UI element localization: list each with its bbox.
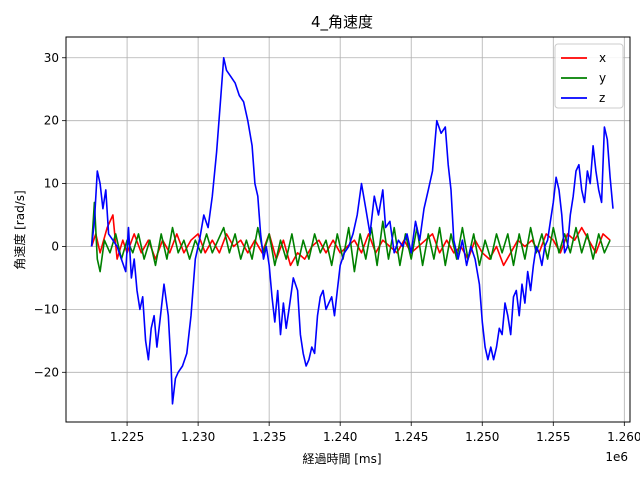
y-axis-label: 角速度 [rad/s] bbox=[12, 190, 27, 269]
x-tick-label: 1.225 bbox=[110, 430, 144, 444]
legend-label-y: y bbox=[599, 71, 606, 85]
y-tick-label: −20 bbox=[34, 365, 59, 379]
legend-label-z: z bbox=[599, 91, 605, 105]
x-tick-label: 1.260 bbox=[607, 430, 640, 444]
chart-title: 4_角速度 bbox=[311, 13, 373, 32]
y-tick-label: 30 bbox=[44, 51, 59, 65]
x-tick-label: 1.240 bbox=[323, 430, 357, 444]
y-tick-label: −10 bbox=[34, 302, 59, 316]
series-line-y bbox=[90, 201, 611, 273]
x-axis-label: 経過時間 [ms] bbox=[302, 452, 381, 466]
x-tick-label: 1.245 bbox=[394, 430, 428, 444]
x-axis-offset-label: 1e6 bbox=[605, 450, 628, 464]
plot-area-frame bbox=[65, 36, 631, 423]
x-tick-label: 1.250 bbox=[465, 430, 499, 444]
x-tick-label: 1.255 bbox=[536, 430, 570, 444]
y-tick-label: 20 bbox=[44, 114, 59, 128]
series-line-z bbox=[90, 57, 614, 405]
y-tick-label: 10 bbox=[44, 177, 59, 191]
series-layer bbox=[90, 57, 614, 405]
legend-box bbox=[554, 43, 624, 109]
legend: xyz bbox=[554, 43, 624, 109]
axis-ticks: 1.225 1.230 1.235 1.240 1.245 1.250 1.255 1.260… bbox=[34, 51, 640, 444]
x-tick-label: 1.235 bbox=[252, 430, 286, 444]
legend-label-x: x bbox=[599, 51, 606, 65]
x-tick-label: 1.230 bbox=[181, 430, 215, 444]
y-tick-label: 0 bbox=[51, 239, 59, 253]
